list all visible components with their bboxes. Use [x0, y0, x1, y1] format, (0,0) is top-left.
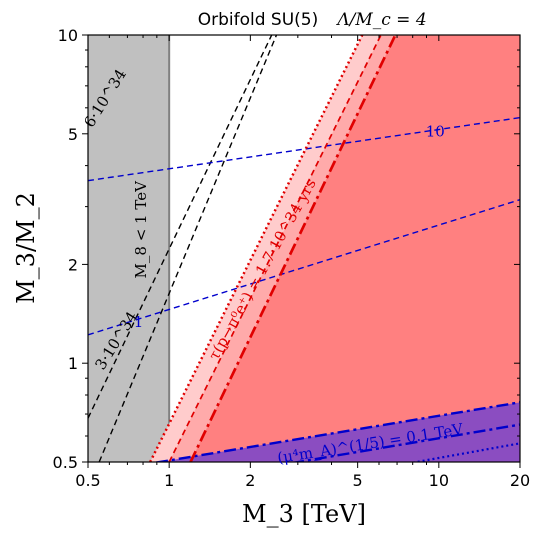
y-tick-label: 1	[68, 354, 78, 373]
y-axis-label: M_3/M_2	[12, 192, 40, 304]
x-tick-label: 2	[245, 471, 255, 490]
y-tick-label: 2	[68, 255, 78, 274]
x-tick-label: 5	[353, 471, 363, 490]
y-tick-label: 5	[68, 125, 78, 144]
plot-area	[88, 35, 520, 462]
region-pdecay-excluded	[190, 35, 520, 462]
series-line-0	[88, 35, 273, 419]
x-tick-label: 0.5	[75, 471, 100, 490]
plot-frame	[87, 34, 521, 463]
series-line-9	[189, 35, 397, 462]
chart-title-math: Λ/M_c = 4	[335, 10, 426, 30]
x-tick-label: 20	[510, 471, 530, 490]
annotation-label: 10	[426, 123, 445, 141]
y-tick-label: 10	[58, 26, 78, 45]
x-axis-label: M_3 [TeV]	[242, 500, 366, 528]
y-tick-label: 0.5	[53, 453, 78, 472]
x-tick-label: 1	[164, 471, 174, 490]
chart-title: Orbifold SU(5)	[198, 10, 319, 30]
series-line-2	[88, 198, 520, 336]
annotation-label: M_8 < 1 TeV	[132, 180, 150, 279]
series-line-3	[88, 116, 520, 182]
series-line-1	[98, 35, 278, 462]
series-line-6	[410, 442, 520, 462]
annotation-label: 1	[134, 313, 144, 331]
tick-layer: 0.5 1 2 5 10 20 0.5 1 2 5 10	[53, 26, 531, 490]
x-tick-label: 10	[429, 471, 449, 490]
